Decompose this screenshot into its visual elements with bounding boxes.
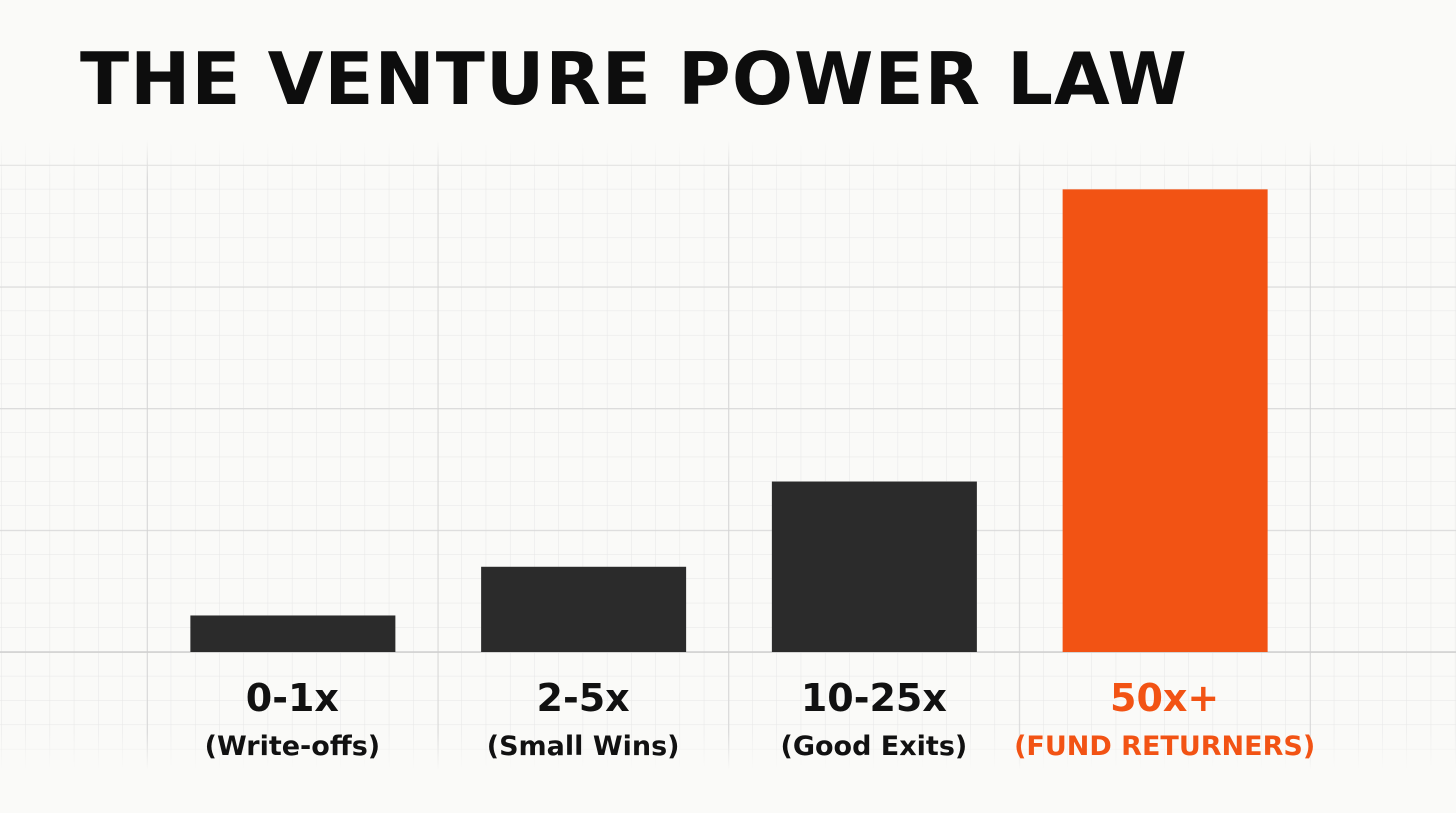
x-tick-label: 50x+ bbox=[1110, 676, 1219, 720]
x-tick-note: (FUND RETURNERS) bbox=[1014, 731, 1315, 762]
bar bbox=[1062, 189, 1268, 652]
x-tick-note: (Good Exits) bbox=[780, 731, 967, 762]
x-tick-note: (Write-offs) bbox=[205, 731, 380, 762]
x-tick-label: 10-25x bbox=[801, 676, 947, 720]
bar bbox=[771, 481, 977, 652]
x-tick-note: (Small Wins) bbox=[487, 731, 680, 762]
bar bbox=[190, 615, 396, 652]
bar bbox=[481, 566, 687, 652]
chart-title: THE VENTURE POWER LAW bbox=[80, 37, 1188, 121]
x-tick-label: 2-5x bbox=[537, 676, 630, 720]
x-tick-label: 0-1x bbox=[246, 676, 339, 720]
